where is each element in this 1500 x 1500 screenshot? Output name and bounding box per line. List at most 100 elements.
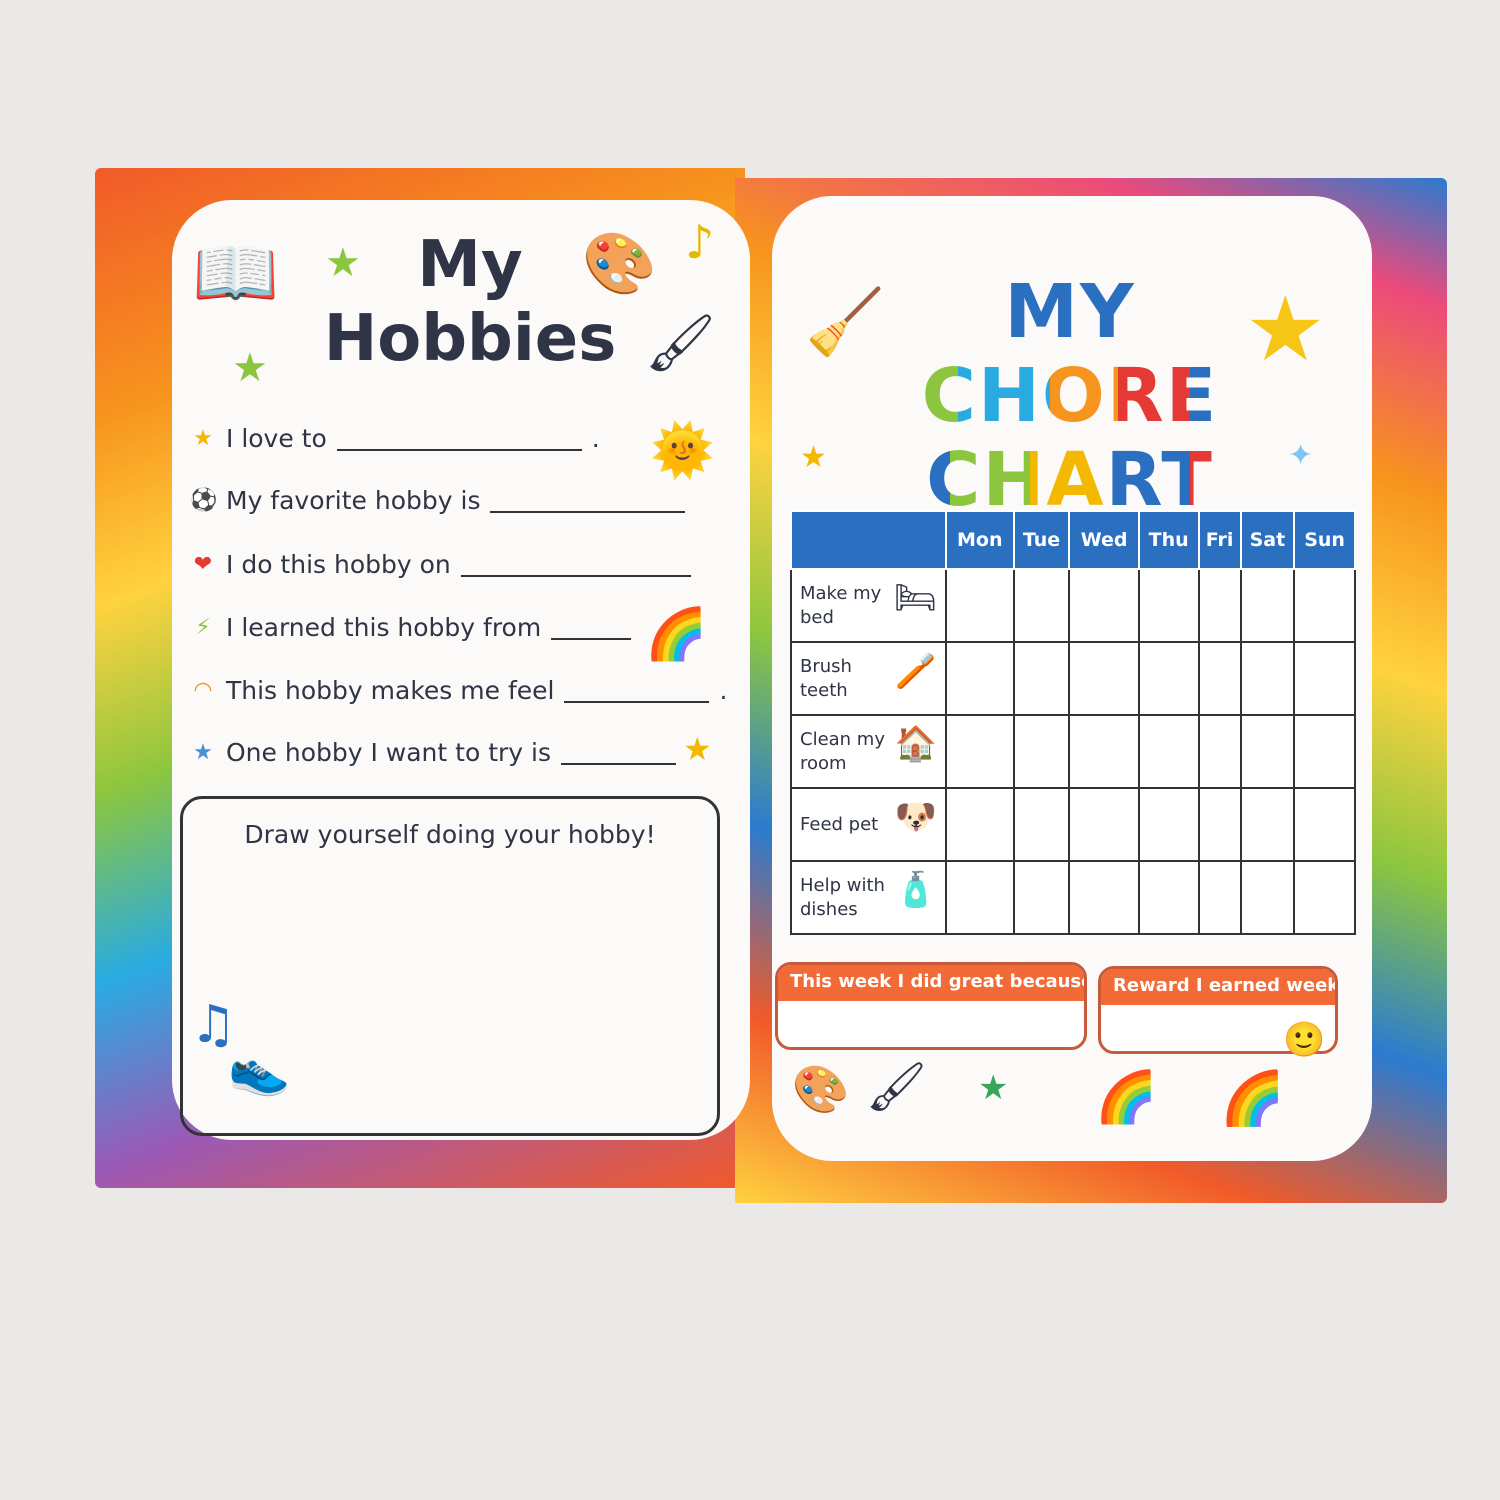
drawing-box-label: Draw yourself doing your hobby! [244,820,656,849]
chore-label: Help with dishes [800,874,885,920]
table-row: Clean my room 🏠 [790,714,1356,789]
answer-line[interactable] [490,489,686,513]
answer-line[interactable] [460,553,691,577]
check-cell[interactable] [1137,787,1200,862]
star-icon: ★ [800,440,827,475]
palette-icon: 🎨 [582,229,657,299]
lightning-icon: ⚡ [195,615,211,640]
drawing-box[interactable] [180,796,720,1136]
soccer-ball-icon: ⚽ [190,488,218,513]
check-cell[interactable] [1068,860,1140,935]
rainbow-icon: 🌈 [645,605,708,663]
rainbow-icon: ◠ [193,678,213,703]
check-cell[interactable] [1197,714,1242,789]
music-notes-icon: ♫ [190,995,237,1055]
check-cell[interactable] [945,860,1015,935]
sneaker-icon: 👟 [228,1040,291,1098]
paintbrush-icon: 🖌 [866,1059,927,1115]
prompt-end: . [719,676,728,705]
day-header: Tue [1012,510,1071,570]
title-line: My [417,228,523,302]
check-cell[interactable] [1293,714,1356,789]
table-row: Brush teeth 🪥 [790,641,1356,716]
check-cell[interactable] [1197,787,1242,862]
chore-label-cell: Clean my room 🏠 [790,714,947,789]
prompt-text: One hobby I want to try is [226,738,551,767]
chore-label: Feed pet [800,813,879,835]
check-cell[interactable] [1293,641,1356,716]
chore-label-cell: Help with dishes 🧴 [790,860,947,935]
day-header: Thu [1137,510,1200,570]
check-cell[interactable] [945,787,1015,862]
star-icon: ★ [193,740,213,765]
day-header: Sun [1293,510,1356,570]
book-icon: 📖 [192,232,280,314]
answer-line[interactable] [561,741,676,765]
house-icon: 🏠 [894,724,937,764]
dish-soap-icon: 🧴 [894,870,937,910]
check-cell[interactable] [1012,714,1071,789]
prompt-row: ⚡ I learned this hobby from [190,613,632,642]
check-cell[interactable] [1068,787,1140,862]
check-cell[interactable] [1137,641,1200,716]
check-cell[interactable] [1012,860,1071,935]
table-row: Help with dishes 🧴 [790,860,1356,935]
title-word: MY [1004,269,1136,355]
prompt-text: This hobby makes me feel [226,676,555,705]
page-title: MY CHORE CHART [870,270,1270,522]
check-cell[interactable] [1012,568,1071,643]
day-header: Wed [1068,510,1140,570]
check-cell[interactable] [1239,787,1296,862]
check-cell[interactable] [1068,641,1140,716]
check-cell[interactable] [1137,860,1200,935]
smiley-icon: 🙂 [1283,1020,1326,1060]
title-line: CHORE [870,354,1270,438]
check-cell[interactable] [1239,568,1296,643]
star-icon: ★ [325,240,361,286]
chore-label-cell: Brush teeth 🪥 [790,641,947,716]
check-cell[interactable] [945,714,1015,789]
check-cell[interactable] [1293,568,1356,643]
answer-line[interactable] [336,427,582,451]
answer-line[interactable] [551,616,632,640]
check-cell[interactable] [1012,641,1071,716]
check-cell[interactable] [1137,568,1200,643]
star-icon: ★ [683,730,712,768]
check-cell[interactable] [1239,860,1296,935]
table-row: Feed pet 🐶 [790,787,1356,862]
star-icon: ★ [232,345,268,391]
table-header-row: Mon Tue Wed Thu Fri Sat Sun [790,510,1356,570]
note-header: This week I did great because... [778,965,1084,1001]
answer-line[interactable] [564,679,710,703]
check-cell[interactable] [1012,787,1071,862]
palette-icon: 🎨 [792,1062,850,1116]
great-because-box[interactable]: This week I did great because... [775,962,1087,1050]
check-cell[interactable] [1137,714,1200,789]
prompt-text: I do this hobby on [226,550,451,579]
rainbow-icon: 🌈 [1220,1069,1285,1129]
check-cell[interactable] [1239,641,1296,716]
check-cell[interactable] [1068,568,1140,643]
title-line: MY [870,270,1270,354]
check-cell[interactable] [1293,860,1356,935]
check-cell[interactable] [1068,714,1140,789]
prompt-text: My favorite hobby is [226,486,481,515]
check-cell[interactable] [1197,568,1242,643]
broom-icon: 🧹 [805,286,885,360]
star-icon: ★ [193,426,213,451]
check-cell[interactable] [1197,641,1242,716]
prompt-end: . [591,424,600,453]
prompt-row: ★ One hobby I want to try is [190,738,676,767]
check-cell[interactable] [1239,714,1296,789]
note-header: Reward I earned week... [1101,969,1335,1005]
check-cell[interactable] [1197,860,1242,935]
reward-box[interactable]: Reward I earned week... [1098,966,1338,1054]
title-line: Hobbies [323,302,617,376]
check-cell[interactable] [1293,787,1356,862]
check-cell[interactable] [945,568,1015,643]
star-icon: ★ [978,1068,1009,1108]
prompt-row: ❤ I do this hobby on [190,550,691,579]
check-cell[interactable] [945,641,1015,716]
star-icon: ✦ [1288,438,1314,473]
rainbow-icon: 🌈 [1095,1068,1158,1126]
